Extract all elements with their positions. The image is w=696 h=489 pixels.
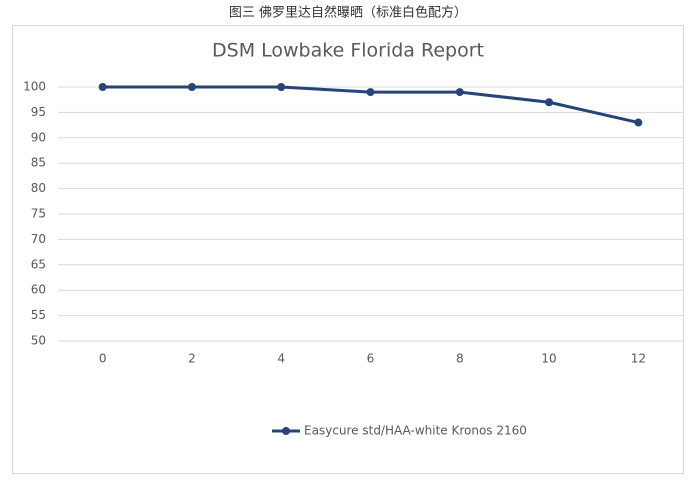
marker (455, 88, 464, 97)
marker (366, 88, 375, 97)
y-tick-label: 50 (31, 334, 46, 348)
x-tick-label: 0 (99, 352, 107, 366)
y-tick-label: 55 (31, 308, 46, 322)
y-tick-label: 75 (31, 207, 46, 221)
y-tick-label: 65 (31, 257, 46, 271)
chart-frame (12, 25, 684, 474)
y-tick-label: 60 (31, 283, 46, 297)
x-tick-label: 10 (541, 352, 556, 366)
marker (187, 83, 196, 91)
marker (98, 83, 107, 91)
x-tick-label: 4 (277, 352, 285, 366)
y-tick-label: 95 (31, 105, 46, 119)
x-tick-label: 12 (631, 352, 646, 366)
y-tick-label: 85 (31, 156, 46, 170)
chart-title: DSM Lowbake Florida Report (212, 40, 484, 62)
y-tick-label: 80 (31, 181, 46, 195)
y-tick-label: 100 (23, 80, 46, 94)
x-tick-label: 8 (456, 352, 464, 366)
caption: 图三 佛罗里达自然曝晒（标准白色配方） (229, 5, 467, 21)
x-tick-label: 2 (188, 352, 196, 366)
marker (545, 98, 554, 107)
legend-label: Easycure std/HAA-white Kronos 2160 (304, 424, 527, 438)
x-tick-label: 6 (367, 352, 375, 366)
marker (634, 118, 643, 127)
y-tick-label: 90 (31, 130, 46, 144)
marker (277, 83, 286, 91)
y-tick-label: 70 (31, 232, 46, 246)
legend-marker (282, 427, 290, 435)
